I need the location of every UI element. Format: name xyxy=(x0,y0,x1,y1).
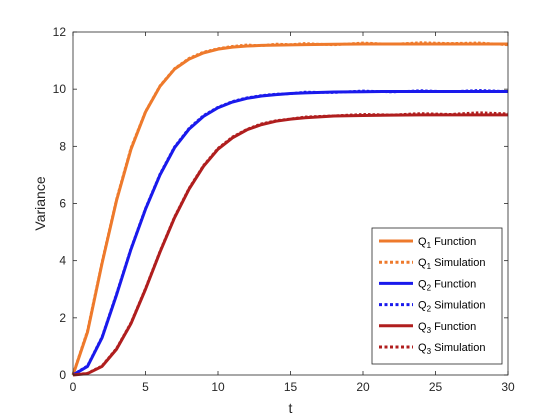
legend-entry-label: Q3 Simulation xyxy=(418,342,485,356)
x-tick-label: 30 xyxy=(501,380,515,394)
y-tick-label: 8 xyxy=(59,139,66,153)
x-tick-label: 15 xyxy=(284,380,298,394)
y-tick-label: 0 xyxy=(59,368,66,382)
x-tick-label: 5 xyxy=(142,380,149,394)
legend-box xyxy=(371,227,503,365)
y-tick-label: 10 xyxy=(53,82,67,96)
series-line-q1-simulation xyxy=(71,41,509,375)
x-tick-label: 20 xyxy=(356,380,370,394)
x-tick-label: 10 xyxy=(211,380,225,394)
y-tick-label: 12 xyxy=(53,25,67,39)
x-tick-label: 0 xyxy=(70,380,77,394)
legend-entry-label: Q1 Function xyxy=(418,236,476,250)
y-tick-label: 6 xyxy=(59,197,66,211)
series-line-q1-function xyxy=(71,42,508,376)
legend-entry-label: Q1 Simulation xyxy=(418,257,485,271)
x-axis-label: t xyxy=(289,400,293,416)
legend: Q1 Function Q1 Simulation Q2 Function Q2 Si… xyxy=(371,227,503,365)
legend-entry-label: Q3 Function xyxy=(418,321,476,335)
plot-area: 0 5 10 15 20 25 30 0 2 4 6 8 10 12 xyxy=(53,25,515,394)
y-tick-label: 2 xyxy=(59,311,66,325)
x-tick-label: 25 xyxy=(429,380,443,394)
series-layer xyxy=(71,41,509,377)
ticks-layer: 0 5 10 15 20 25 30 0 2 4 6 8 10 12 xyxy=(53,25,515,394)
y-tick-label: 4 xyxy=(59,254,66,268)
series-line-q3-simulation xyxy=(72,111,509,377)
legend-entry-label: Q2 Function xyxy=(418,278,476,292)
y-axis-label: Variance xyxy=(32,176,48,230)
legend-entry-label: Q2 Simulation xyxy=(418,300,485,314)
series-line-q2-function xyxy=(72,89,508,377)
